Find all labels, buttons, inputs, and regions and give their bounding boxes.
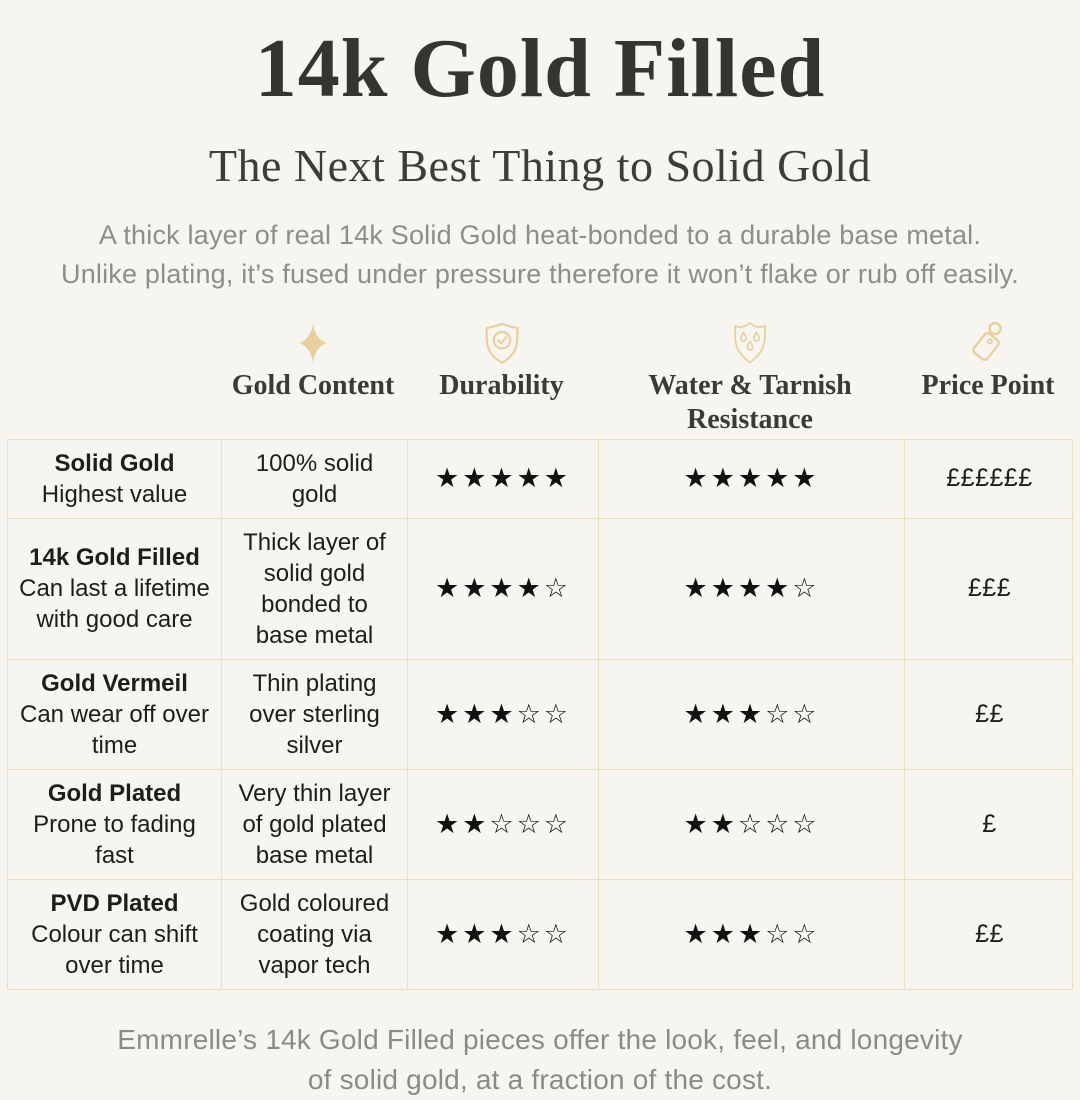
material-note: Colour can shift over time	[31, 920, 198, 979]
material-name: PVD Plated	[50, 889, 179, 917]
water-tarnish-cell: ★★★★☆	[598, 518, 904, 659]
table-row: 14k Gold Filled Can last a lifetime with…	[8, 518, 1074, 660]
gold-content-text: 100% solid gold	[255, 449, 374, 508]
gold-content-text: Thick layer of solid gold bonded to base…	[243, 528, 386, 649]
column-header-row: Gold Content Durability W	[7, 320, 1073, 437]
table-row: PVD Plated Colour can shift over time Go…	[8, 879, 1074, 989]
material-cell: Gold Plated Prone to fading fast	[8, 770, 221, 879]
intro-description-line2: Unlike plating, it’s fused under pressur…	[61, 258, 1019, 289]
intro-description: A thick layer of real 14k Solid Gold hea…	[0, 216, 1080, 294]
material-cell: Gold Vermeil Can wear off over time	[8, 660, 221, 769]
gold-content-text: Very thin layer of gold plated base meta…	[238, 779, 391, 869]
price-value: £££	[967, 574, 1012, 603]
water-tarnish-stars: ★★★★☆	[683, 573, 820, 604]
durability-stars: ★★☆☆☆	[434, 808, 572, 839]
column-header-label: Durability	[439, 369, 564, 401]
column-header-label: Price Point	[921, 369, 1055, 401]
footer-note: Emmrelle’s 14k Gold Filled pieces offer …	[0, 1020, 1080, 1100]
gold-content-cell: 100% solid gold	[221, 439, 407, 518]
page-title: 14k Gold Filled	[254, 22, 826, 115]
table-row: Gold Vermeil Can wear off over time Thin…	[8, 659, 1074, 770]
water-tarnish-stars: ★★★☆☆	[683, 918, 820, 949]
intro-description-line1: A thick layer of real 14k Solid Gold hea…	[98, 219, 982, 250]
material-cell: 14k Gold Filled Can last a lifetime with…	[8, 519, 221, 659]
gold-content-cell: Thin plating over sterling silver	[221, 659, 407, 769]
price-value: ££££££	[946, 464, 1033, 493]
material-cell: Solid Gold Highest value	[8, 440, 221, 518]
column-header-durability: Durability	[406, 320, 597, 403]
footer-note-line1: Emmrelle’s 14k Gold Filled pieces offer …	[117, 1023, 963, 1055]
price-cell: ££	[904, 879, 1074, 989]
gold-content-cell: Very thin layer of gold plated base meta…	[221, 769, 407, 879]
durability-stars: ★★★☆☆	[434, 918, 572, 949]
material-name: 14k Gold Filled	[29, 544, 200, 572]
water-tarnish-stars: ★★★☆☆	[683, 698, 820, 729]
page-subtitle: The Next Best Thing to Solid Gold	[208, 139, 872, 191]
durability-cell: ★★☆☆☆	[407, 769, 598, 879]
durability-stars: ★★★★★	[434, 463, 572, 494]
gold-content-cell: Thick layer of solid gold bonded to base…	[221, 518, 407, 659]
column-header-water-tarnish: Water & Tarnish Resistance	[597, 320, 903, 437]
price-cell: ££	[904, 659, 1074, 769]
material-note: Highest value	[41, 480, 188, 508]
price-tag-icon	[965, 320, 1011, 366]
water-tarnish-stars: ★★★★★	[683, 463, 820, 494]
gold-content-text: Gold coloured coating via vapor tech	[239, 889, 390, 979]
material-name: Gold Vermeil	[41, 669, 188, 697]
gold-content-cell: Gold coloured coating via vapor tech	[221, 879, 407, 989]
shield-drops-icon	[728, 320, 772, 366]
comparison-table: Solid Gold Highest value 100% solid gold…	[7, 438, 1074, 990]
durability-cell: ★★★★☆	[407, 518, 598, 659]
shield-check-icon	[482, 320, 522, 366]
price-value: £	[982, 809, 997, 838]
durability-stars: ★★★☆☆	[434, 698, 572, 729]
sparkle-icon	[295, 320, 331, 366]
water-tarnish-cell: ★★★☆☆	[598, 879, 904, 989]
price-cell: ££££££	[904, 439, 1074, 518]
material-name: Solid Gold	[54, 449, 175, 477]
water-tarnish-cell: ★★★☆☆	[598, 659, 904, 769]
column-header-label: Gold Content	[231, 369, 395, 401]
durability-cell: ★★★★★	[407, 439, 598, 518]
price-cell: £	[904, 769, 1074, 879]
material-note: Prone to fading fast	[33, 810, 196, 869]
durability-stars: ★★★★☆	[434, 573, 572, 604]
water-tarnish-cell: ★★☆☆☆	[598, 769, 904, 879]
table-row: Gold Plated Prone to fading fast Very th…	[8, 769, 1074, 880]
price-value: ££	[975, 699, 1004, 728]
price-value: ££	[975, 919, 1004, 948]
price-cell: £££	[904, 518, 1074, 659]
table-row: Solid Gold Highest value 100% solid gold…	[8, 439, 1074, 519]
material-note: Can wear off over time	[20, 700, 209, 759]
column-header-gold-content: Gold Content	[220, 320, 406, 403]
material-note: Can last a lifetime with good care	[19, 575, 210, 634]
material-name: Gold Plated	[47, 779, 182, 807]
durability-cell: ★★★☆☆	[407, 659, 598, 769]
comparison-table-body: Solid Gold Highest value 100% solid gold…	[8, 439, 1074, 989]
column-header-label: Water & Tarnish Resistance	[648, 369, 852, 435]
water-tarnish-cell: ★★★★★	[598, 439, 904, 518]
material-cell: PVD Plated Colour can shift over time	[8, 880, 221, 989]
water-tarnish-stars: ★★☆☆☆	[683, 808, 820, 839]
durability-cell: ★★★☆☆	[407, 879, 598, 989]
gold-content-text: Thin plating over sterling silver	[249, 669, 380, 759]
column-header-price-point: Price Point	[903, 320, 1073, 403]
